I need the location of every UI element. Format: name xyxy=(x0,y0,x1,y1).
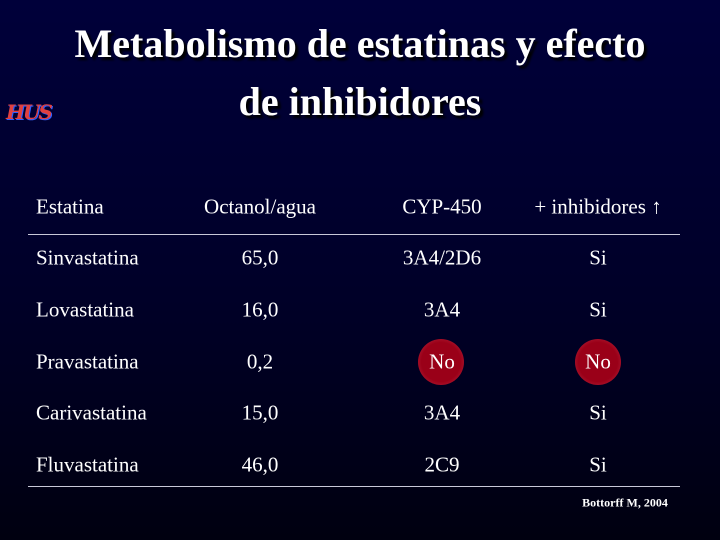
table-cell: No xyxy=(585,349,611,374)
column-header: CYP-450 xyxy=(402,194,482,219)
table-cell: 15,0 xyxy=(241,400,279,425)
column-header: Octanol/agua xyxy=(204,194,316,219)
bottom-rule xyxy=(28,486,680,487)
highlight-circle xyxy=(418,339,464,385)
table-cell: Si xyxy=(589,297,607,322)
table-cell: 16,0 xyxy=(241,297,279,322)
table-cell: 3A4 xyxy=(423,297,461,322)
table-cell: Carivastatina xyxy=(36,400,147,425)
table-cell: 2C9 xyxy=(424,452,460,477)
table-cell: 3A4 xyxy=(423,400,461,425)
table-cell: Si xyxy=(589,245,607,270)
table-cell: 65,0 xyxy=(241,245,279,270)
column-header: + inhibidores ↑ xyxy=(534,194,662,219)
table-cell: Si xyxy=(589,400,607,425)
source: Bottorff M, 2004 xyxy=(582,495,668,510)
header-rule xyxy=(28,234,680,235)
column-header: Estatina xyxy=(36,194,104,219)
table-cell: No xyxy=(429,349,455,374)
table-cell: Lovastatina xyxy=(36,297,134,322)
highlight-circle xyxy=(575,339,621,385)
title-line: Metabolismo de estatinas y efecto xyxy=(74,21,646,66)
table-cell: 0,2 xyxy=(246,349,274,374)
table-cell: Pravastatina xyxy=(36,349,139,374)
title-line: de inhibidores xyxy=(238,79,482,124)
table-cell: 46,0 xyxy=(241,452,279,477)
table-cell: 3A4/2D6 xyxy=(402,245,482,270)
logo: HUS xyxy=(6,100,53,124)
table-cell: Sinvastatina xyxy=(36,245,139,270)
table-cell: Si xyxy=(589,452,607,477)
table-cell: Fluvastatina xyxy=(36,452,139,477)
